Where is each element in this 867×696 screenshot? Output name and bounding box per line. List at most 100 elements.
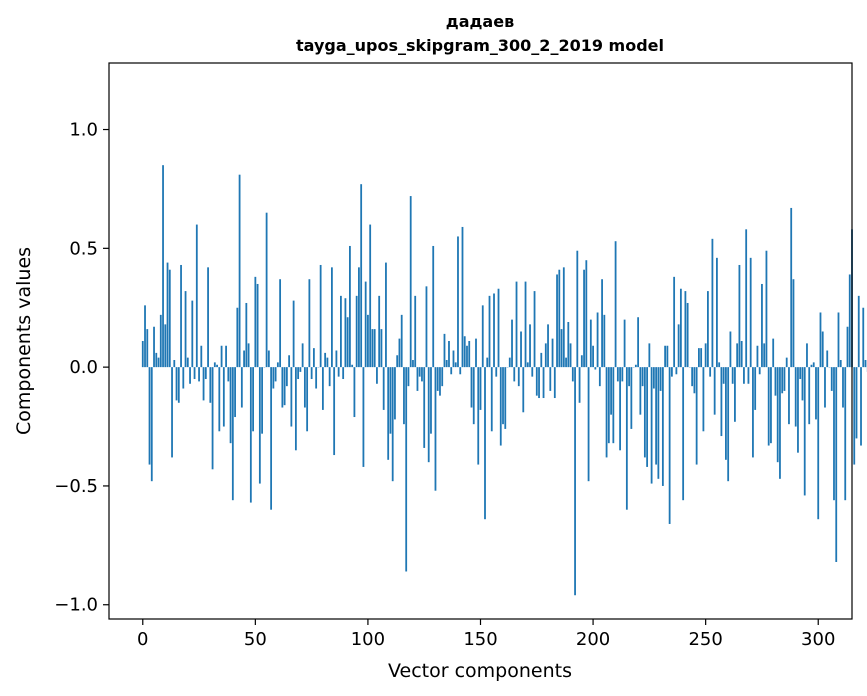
bar-317 bbox=[855, 367, 858, 439]
bar-249 bbox=[702, 367, 705, 432]
bar-152 bbox=[484, 367, 486, 520]
bar-277 bbox=[765, 250, 768, 368]
bar-211 bbox=[616, 367, 619, 382]
bar-77 bbox=[315, 367, 318, 389]
bar-75 bbox=[310, 367, 313, 380]
bar-34 bbox=[218, 367, 221, 432]
bar-235 bbox=[670, 367, 673, 377]
bar-303 bbox=[824, 367, 826, 408]
bar-33 bbox=[216, 364, 218, 368]
y-tick-label: 1.0 bbox=[69, 120, 98, 141]
bar-30 bbox=[209, 367, 212, 403]
bar-46 bbox=[245, 302, 248, 368]
x-tick-label: 150 bbox=[463, 629, 497, 650]
bar-208 bbox=[610, 367, 612, 415]
bar-8 bbox=[159, 314, 162, 368]
bar-65 bbox=[288, 355, 291, 368]
bar-137 bbox=[450, 367, 453, 375]
bar-287 bbox=[788, 367, 790, 425]
bar-219 bbox=[634, 364, 637, 368]
bar-167 bbox=[517, 367, 520, 387]
bar-58 bbox=[272, 367, 275, 389]
bar-130 bbox=[434, 367, 437, 491]
bar-142 bbox=[461, 226, 464, 368]
bar-272 bbox=[754, 367, 757, 410]
bar-286 bbox=[785, 357, 788, 368]
bar-51 bbox=[256, 283, 259, 368]
bar-251 bbox=[707, 291, 709, 368]
bar-38 bbox=[227, 367, 230, 382]
bar-50 bbox=[254, 276, 257, 368]
bar-250 bbox=[704, 343, 707, 368]
bar-301 bbox=[819, 312, 822, 368]
bar-299 bbox=[815, 367, 817, 420]
bar-267 bbox=[743, 367, 745, 384]
bar-100 bbox=[367, 314, 369, 368]
bar-53 bbox=[261, 367, 263, 434]
bar-109 bbox=[387, 367, 390, 460]
bar-310 bbox=[839, 360, 842, 368]
bar-121 bbox=[414, 295, 417, 368]
bar-222 bbox=[641, 367, 644, 387]
bar-4 bbox=[150, 367, 153, 482]
bar-62 bbox=[281, 367, 284, 408]
bar-239 bbox=[679, 288, 682, 368]
bar-89 bbox=[342, 367, 345, 380]
bar-273 bbox=[756, 345, 759, 368]
bar-87 bbox=[337, 367, 340, 377]
bar-145 bbox=[468, 341, 471, 368]
bar-123 bbox=[418, 367, 421, 377]
bar-118 bbox=[407, 367, 410, 387]
bar-245 bbox=[693, 367, 696, 394]
bar-3 bbox=[148, 367, 151, 465]
bar-17 bbox=[180, 264, 182, 368]
bar-206 bbox=[605, 367, 608, 458]
bar-14 bbox=[173, 360, 176, 368]
bar-193 bbox=[576, 250, 579, 368]
x-tick-label: 200 bbox=[576, 629, 610, 650]
y-tick-label: 0.0 bbox=[69, 357, 98, 378]
bar-115 bbox=[400, 314, 403, 368]
bar-319 bbox=[860, 367, 862, 446]
bar-309 bbox=[837, 312, 840, 368]
bar-275 bbox=[761, 283, 763, 368]
bar-47 bbox=[247, 343, 250, 368]
bar-67 bbox=[292, 300, 295, 368]
bar-173 bbox=[531, 367, 534, 377]
bar-93 bbox=[351, 364, 354, 368]
bar-217 bbox=[630, 367, 633, 429]
bar-131 bbox=[436, 367, 439, 391]
bar-74 bbox=[308, 279, 311, 368]
bar-90 bbox=[344, 298, 347, 368]
bar-128 bbox=[430, 367, 432, 434]
bar-151 bbox=[481, 305, 484, 368]
bar-64 bbox=[285, 367, 288, 387]
bar-282 bbox=[776, 367, 779, 463]
bar-294 bbox=[803, 367, 806, 496]
bar-269 bbox=[747, 367, 750, 384]
bar-series bbox=[141, 165, 867, 596]
bar-240 bbox=[682, 367, 685, 501]
bar-203 bbox=[598, 367, 601, 387]
bar-79 bbox=[319, 264, 322, 368]
bar-125 bbox=[423, 367, 426, 448]
bar-95 bbox=[355, 295, 358, 368]
bar-163 bbox=[508, 357, 511, 368]
bar-214 bbox=[623, 319, 626, 368]
bar-244 bbox=[691, 367, 694, 387]
bar-110 bbox=[389, 367, 392, 434]
bar-16 bbox=[177, 367, 180, 403]
bar-170 bbox=[524, 281, 527, 368]
bar-70 bbox=[299, 367, 302, 372]
bar-192 bbox=[574, 367, 576, 596]
bar-11 bbox=[166, 262, 169, 368]
bar-112 bbox=[394, 367, 396, 420]
bar-288 bbox=[790, 207, 793, 368]
bar-236 bbox=[673, 276, 676, 368]
bar-154 bbox=[488, 295, 491, 368]
x-axis-label: Vector components bbox=[388, 660, 572, 682]
bar-184 bbox=[556, 274, 558, 368]
bar-264 bbox=[736, 343, 739, 368]
bar-139 bbox=[454, 362, 457, 368]
bar-148 bbox=[475, 338, 477, 368]
